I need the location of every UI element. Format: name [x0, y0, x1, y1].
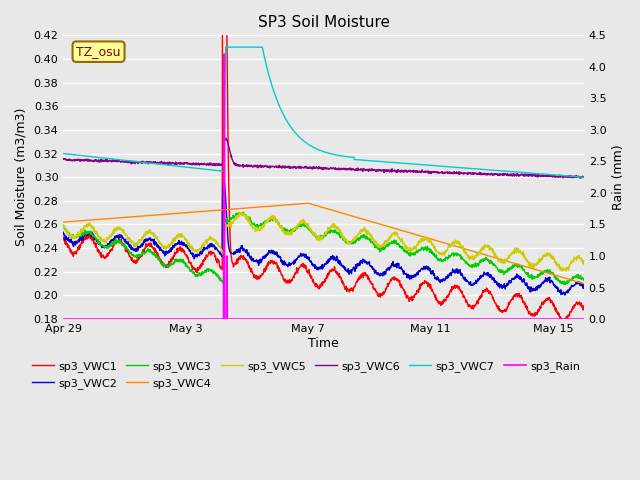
sp3_Rain: [580, 316, 588, 322]
sp3_VWC6: [74, 157, 81, 163]
sp3_VWC6: [222, 135, 230, 141]
sp3_VWC7: [339, 153, 347, 159]
sp3_VWC4: [580, 281, 588, 287]
sp3_Rain: [145, 316, 153, 322]
Line: sp3_VWC7: sp3_VWC7: [63, 47, 584, 177]
Y-axis label: Soil Moisture (m3/m3): Soil Moisture (m3/m3): [15, 108, 28, 246]
sp3_Rain: [466, 316, 474, 322]
sp3_VWC2: [561, 292, 568, 298]
Line: sp3_VWC5: sp3_VWC5: [63, 212, 584, 271]
sp3_VWC5: [236, 209, 243, 215]
Line: sp3_VWC6: sp3_VWC6: [63, 138, 584, 178]
sp3_VWC1: [580, 304, 588, 310]
sp3_VWC6: [175, 160, 182, 166]
X-axis label: Time: Time: [308, 336, 339, 350]
Title: SP3 Soil Moisture: SP3 Soil Moisture: [257, 15, 390, 30]
sp3_VWC3: [339, 235, 347, 240]
sp3_VWC3: [561, 282, 569, 288]
sp3_VWC7: [189, 165, 197, 171]
sp3_VWC3: [189, 271, 197, 276]
sp3_VWC5: [145, 228, 153, 234]
sp3_VWC4: [304, 200, 312, 206]
sp3_VWC1: [175, 247, 182, 252]
sp3_VWC5: [580, 261, 588, 267]
sp3_VWC7: [60, 151, 67, 156]
sp3_VWC2: [466, 280, 474, 286]
sp3_Rain: [189, 316, 197, 322]
sp3_VWC1: [189, 265, 197, 271]
Line: sp3_VWC1: sp3_VWC1: [63, 0, 584, 322]
sp3_VWC3: [60, 224, 67, 229]
sp3_VWC7: [74, 152, 81, 158]
sp3_VWC2: [145, 236, 153, 242]
sp3_Rain: [74, 316, 81, 322]
sp3_VWC3: [74, 233, 81, 239]
sp3_VWC4: [175, 210, 182, 216]
Line: sp3_VWC3: sp3_VWC3: [63, 212, 584, 285]
sp3_VWC6: [60, 156, 67, 162]
sp3_VWC2: [220, 179, 228, 185]
sp3_VWC7: [466, 166, 474, 171]
sp3_VWC1: [60, 236, 67, 241]
sp3_VWC7: [580, 174, 588, 180]
sp3_Rain: [60, 316, 67, 322]
sp3_VWC4: [189, 209, 197, 215]
Line: sp3_VWC2: sp3_VWC2: [63, 182, 584, 295]
sp3_VWC5: [563, 268, 570, 274]
sp3_VWC2: [175, 238, 182, 243]
sp3_Rain: [339, 316, 347, 322]
sp3_VWC3: [466, 264, 474, 269]
Line: sp3_Rain: sp3_Rain: [63, 54, 584, 319]
sp3_VWC6: [580, 174, 588, 180]
sp3_VWC4: [60, 219, 67, 225]
sp3_VWC7: [145, 160, 153, 166]
Line: sp3_VWC4: sp3_VWC4: [63, 203, 584, 284]
sp3_VWC3: [239, 209, 247, 215]
sp3_VWC1: [466, 302, 474, 308]
sp3_VWC2: [580, 286, 588, 291]
sp3_VWC7: [222, 44, 230, 50]
sp3_VWC2: [74, 240, 81, 245]
sp3_VWC3: [145, 248, 153, 254]
sp3_VWC3: [175, 259, 182, 264]
sp3_VWC6: [145, 159, 153, 165]
sp3_Rain: [175, 316, 182, 322]
sp3_VWC2: [189, 252, 197, 257]
sp3_VWC5: [339, 233, 347, 239]
Legend: sp3_VWC1, sp3_VWC2, sp3_VWC3, sp3_VWC4, sp3_VWC5, sp3_VWC6, sp3_VWC7, sp3_Rain: sp3_VWC1, sp3_VWC2, sp3_VWC3, sp3_VWC4, …: [28, 357, 585, 393]
sp3_VWC4: [339, 211, 347, 216]
sp3_VWC2: [60, 229, 67, 235]
sp3_VWC5: [466, 257, 474, 263]
Y-axis label: Rain (mm): Rain (mm): [612, 144, 625, 210]
sp3_VWC1: [560, 319, 568, 324]
sp3_VWC1: [74, 248, 81, 253]
sp3_VWC5: [74, 233, 81, 239]
sp3_VWC4: [74, 218, 81, 224]
sp3_VWC5: [189, 247, 197, 252]
sp3_VWC6: [466, 170, 474, 176]
sp3_VWC1: [339, 281, 347, 287]
sp3_VWC7: [175, 163, 182, 169]
sp3_Rain: [220, 51, 228, 57]
sp3_VWC6: [577, 175, 584, 181]
sp3_VWC1: [145, 240, 153, 246]
sp3_VWC3: [580, 277, 588, 283]
sp3_VWC5: [60, 223, 67, 229]
sp3_VWC4: [466, 247, 474, 253]
Text: TZ_osu: TZ_osu: [76, 45, 121, 58]
sp3_VWC6: [189, 160, 197, 166]
sp3_VWC6: [339, 165, 347, 171]
sp3_VWC4: [145, 213, 153, 218]
sp3_VWC2: [339, 263, 347, 269]
sp3_VWC5: [175, 233, 182, 239]
